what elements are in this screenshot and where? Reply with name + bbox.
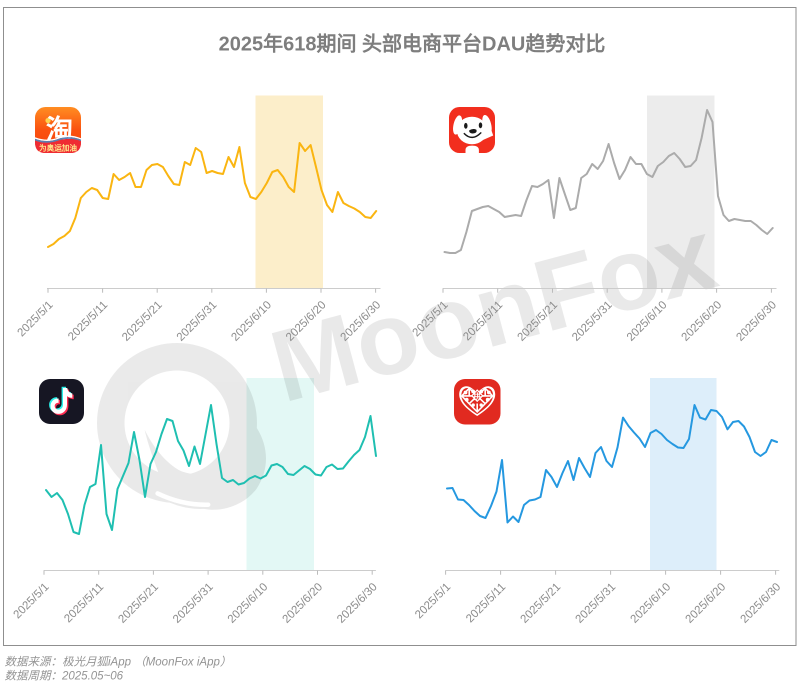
svg-text:2025年618期间 头部电商平台DAU趋势对比: 2025年618期间 头部电商平台DAU趋势对比	[219, 32, 606, 56]
svg-text:为奥运加油: 为奥运加油	[39, 142, 77, 152]
svg-text:数据周期：2025.05~06: 数据周期：2025.05~06	[5, 670, 124, 683]
svg-text:拼: 拼	[473, 391, 481, 401]
svg-text:数据来源：极光月狐iApp （MoonFox iApp）: 数据来源：极光月狐iApp （MoonFox iApp）	[5, 656, 232, 669]
